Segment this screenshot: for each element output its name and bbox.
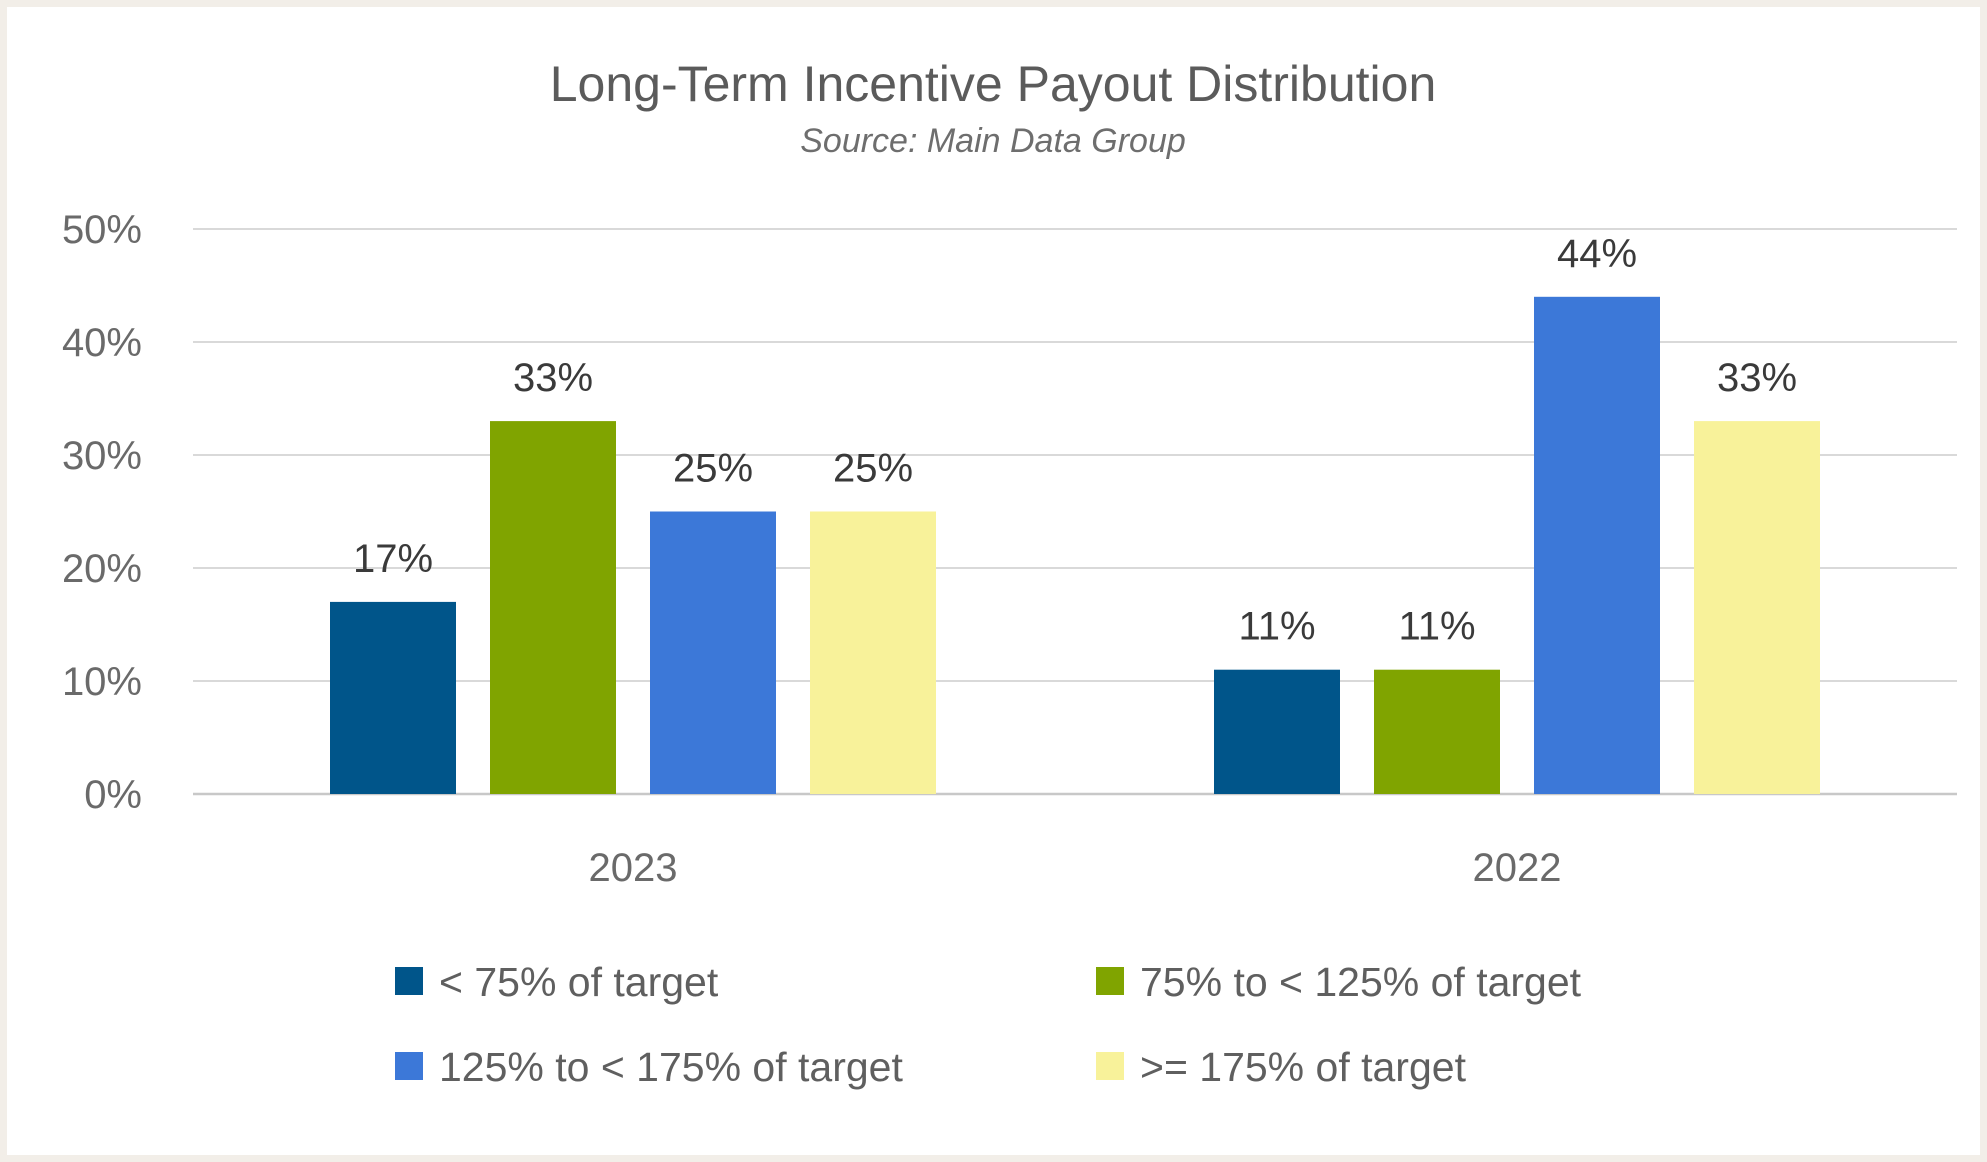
data-label: 25%	[833, 447, 913, 491]
data-label: 11%	[1398, 605, 1475, 649]
chart-subtitle: Source: Main Data Group	[800, 122, 1186, 160]
y-tick-label: 40%	[62, 321, 142, 365]
bar	[330, 601, 456, 794]
legend-label: < 75% of target	[439, 959, 719, 1005]
y-axis-ticks: 0% 10% 20% 30% 40% 50%	[62, 208, 142, 817]
bar	[490, 421, 616, 794]
legend-label: >= 175% of target	[1140, 1044, 1467, 1090]
gridlines	[193, 228, 1957, 796]
legend-swatch	[1096, 1052, 1124, 1080]
chart-title: Long-Term Incentive Payout Distribution	[550, 56, 1437, 112]
bar	[1374, 669, 1500, 794]
legend-item: >= 175% of target	[1096, 1044, 1467, 1090]
y-tick-label: 0%	[84, 773, 142, 817]
legend-swatch	[1096, 967, 1124, 995]
legend: < 75% of target 75% to < 125% of target 12…	[395, 959, 1582, 1090]
x-category-label: 2022	[1473, 846, 1562, 890]
y-tick-label: 50%	[62, 208, 142, 252]
data-label: 44%	[1557, 232, 1637, 276]
data-label: 25%	[673, 447, 753, 491]
y-tick-label: 30%	[62, 434, 142, 478]
bars	[330, 296, 1820, 794]
bar	[1694, 421, 1820, 794]
y-tick-label: 20%	[62, 547, 142, 591]
bar	[650, 511, 776, 794]
data-labels: 17% 33% 25% 25% 11% 11% 44% 33%	[353, 232, 1797, 649]
chart-frame: Long-Term Incentive Payout Distribution …	[7, 7, 1980, 1155]
legend-label: 125% to < 175% of target	[439, 1044, 903, 1090]
bar	[1534, 296, 1660, 794]
legend-swatch	[395, 1052, 423, 1080]
legend-item: < 75% of target	[395, 959, 719, 1005]
x-category-label: 2023	[589, 846, 678, 890]
legend-item: 75% to < 125% of target	[1096, 959, 1582, 1005]
y-tick-label: 10%	[62, 660, 142, 704]
bar	[810, 511, 936, 794]
data-label: 11%	[1238, 605, 1315, 649]
data-label: 33%	[513, 356, 593, 400]
x-axis-categories: 2023 2022	[589, 846, 1562, 890]
bar	[1214, 669, 1340, 794]
legend-swatch	[395, 967, 423, 995]
data-label: 17%	[353, 537, 433, 581]
legend-item: 125% to < 175% of target	[395, 1044, 903, 1090]
legend-label: 75% to < 125% of target	[1140, 959, 1582, 1005]
data-label: 33%	[1717, 356, 1797, 400]
bar-chart: Long-Term Incentive Payout Distribution …	[62, 56, 1957, 1090]
